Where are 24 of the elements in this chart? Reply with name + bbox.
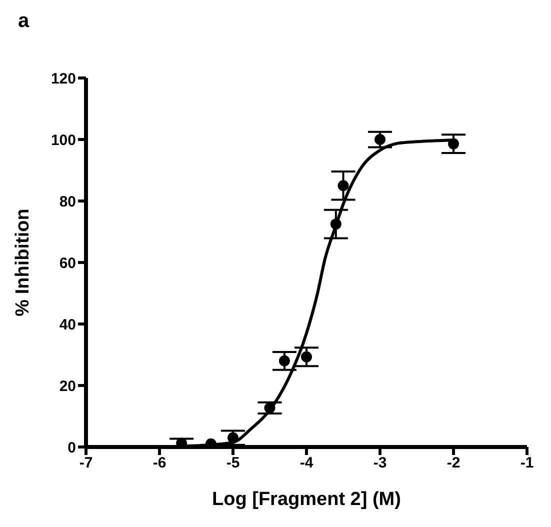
x-tick-label: -3 [373,454,387,472]
x-tick-label: -7 [79,454,93,472]
point [301,351,312,362]
point [448,138,459,150]
point [338,180,349,192]
point [374,134,386,145]
y-tick-label: 0 [68,439,76,456]
point [278,355,290,366]
y-tick-label: 20 [59,378,76,395]
point [330,218,342,230]
x-tick-label: -2 [446,454,460,472]
x-axis-title: Log [Fragment 2] (M) [212,489,401,510]
y-axis-title: % Inhibition [12,208,34,316]
y-tick-label: 100 [50,132,76,149]
x-tick-label: -1 [520,454,534,472]
x-tick-label: -5 [226,454,240,472]
y-tick-label: 80 [59,193,76,210]
y-tick-label: 40 [59,316,76,334]
point [264,402,276,414]
x-tick-label: -4 [300,454,314,472]
chart-title: a [18,10,30,33]
y-tick-label: 120 [50,70,76,88]
y-tick-label: 60 [59,254,76,272]
x-tick-label: -6 [152,454,166,472]
